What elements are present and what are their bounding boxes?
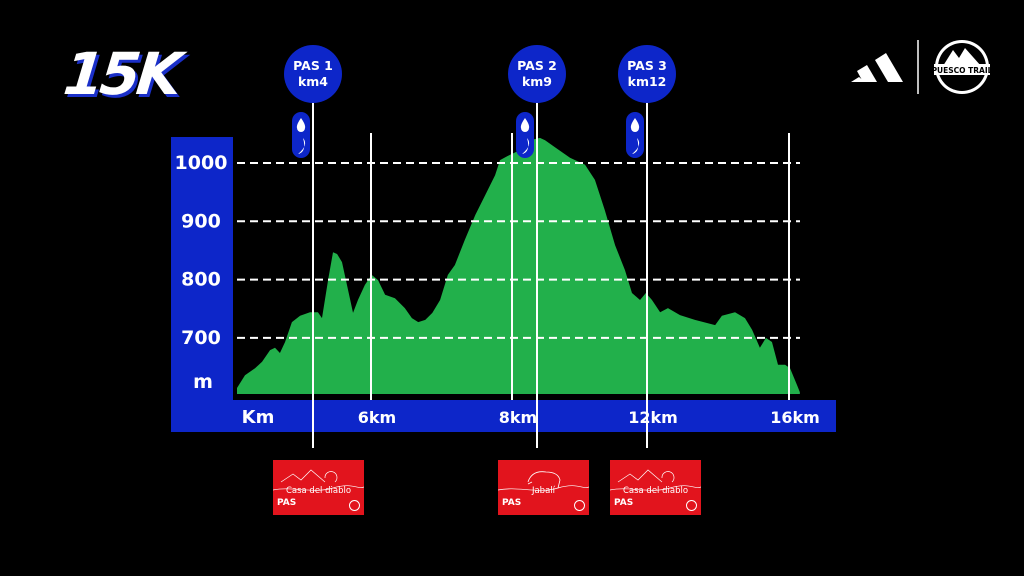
aid-station-label: PAS 2 bbox=[517, 58, 557, 73]
aid-station-card-tag: PAS bbox=[277, 498, 297, 508]
aid-station-card-name: Casa del diablo bbox=[622, 486, 689, 496]
supplies-pill bbox=[516, 112, 534, 158]
y-tick-label: 700 bbox=[181, 327, 221, 349]
aid-station-label: PAS 3 bbox=[627, 58, 667, 73]
x-tick-label: 12km bbox=[628, 408, 678, 427]
water-drop-icon bbox=[296, 118, 306, 132]
x-tick-label: 8km bbox=[499, 408, 537, 427]
banana-icon bbox=[298, 138, 306, 154]
sponsor-logos: PUESCO TRAIL bbox=[845, 36, 995, 98]
aid-station-km: km4 bbox=[298, 74, 328, 89]
seal-icon bbox=[574, 500, 585, 511]
seal-icon bbox=[349, 500, 360, 511]
aid-station-card-tag: PAS bbox=[502, 498, 522, 508]
x-axis-label: Km bbox=[242, 407, 275, 428]
banana-icon bbox=[522, 138, 530, 154]
aid-station-card: Jabalí PAS bbox=[498, 460, 589, 515]
aid-station-badge bbox=[618, 45, 676, 103]
y-tick-label: 1000 bbox=[175, 152, 228, 174]
adidas-logo bbox=[851, 53, 903, 82]
aid-station-card: Casa del diablo PAS bbox=[610, 460, 701, 515]
axes-background bbox=[171, 137, 836, 432]
y-tick-label: 900 bbox=[181, 210, 221, 232]
supplies-pill bbox=[626, 112, 644, 158]
y-axis-panel bbox=[171, 137, 233, 432]
aid-station-badge bbox=[284, 45, 342, 103]
seal-icon bbox=[686, 500, 697, 511]
aid-station-badge bbox=[508, 45, 566, 103]
puesco-trail-logo: PUESCO TRAIL bbox=[932, 40, 993, 94]
x-tick-label: 16km bbox=[770, 408, 820, 427]
aid-station-km: km9 bbox=[522, 74, 552, 89]
aid-station-card: Casa del diablo PAS bbox=[273, 460, 364, 515]
y-tick-label: 800 bbox=[181, 269, 221, 291]
supplies-pill bbox=[292, 112, 310, 158]
x-axis-panel bbox=[171, 400, 836, 432]
aid-station-card-tag: PAS bbox=[614, 498, 634, 508]
aid-station-label: PAS 1 bbox=[293, 58, 333, 73]
water-drop-icon bbox=[520, 118, 530, 132]
water-drop-icon bbox=[630, 118, 640, 132]
aid-station-card-name: Jabalí bbox=[531, 486, 556, 496]
elevation-profile-area bbox=[237, 137, 800, 394]
x-tick-label: 6km bbox=[358, 408, 396, 427]
puesco-logo-text: PUESCO TRAIL bbox=[932, 66, 993, 75]
aid-station-km: km12 bbox=[628, 74, 667, 89]
aid-station-card-name: Casa del diablo bbox=[285, 486, 352, 496]
y-axis-label: m bbox=[193, 371, 213, 393]
banana-icon bbox=[632, 138, 640, 154]
